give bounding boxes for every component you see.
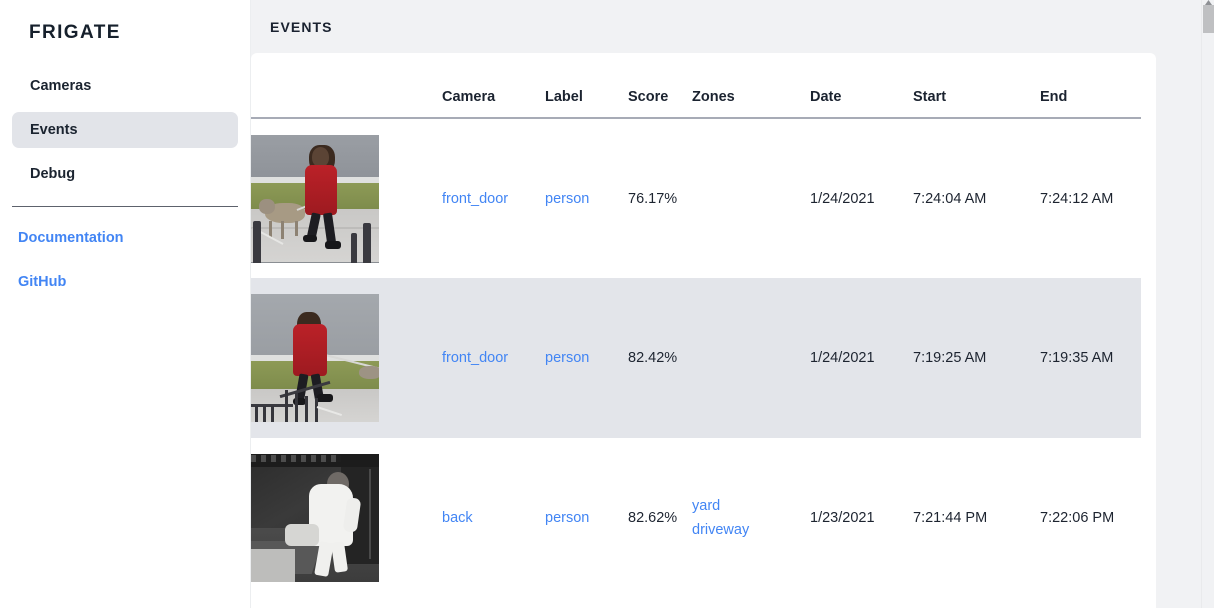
- column-header-label[interactable]: Label: [545, 53, 628, 119]
- label-link[interactable]: person: [545, 190, 590, 207]
- event-score-cell: 76.17%: [628, 190, 678, 207]
- sidebar-link-documentation[interactable]: Documentation: [18, 230, 124, 246]
- sidebar-item-events[interactable]: Events: [12, 112, 238, 148]
- sidebar-nav: Cameras Events Debug: [0, 68, 250, 192]
- event-date-cell: 1/23/2021: [810, 510, 875, 526]
- event-thumbnail-cell[interactable]: [251, 278, 442, 438]
- column-header-start[interactable]: Start: [913, 53, 1040, 119]
- column-header-camera[interactable]: Camera: [442, 53, 545, 119]
- table-row[interactable]: back person 82.62% yard driveway 1/23/20…: [251, 438, 1141, 598]
- sidebar-item-cameras[interactable]: Cameras: [30, 78, 92, 94]
- scroll-up-arrow-icon[interactable]: [1205, 0, 1212, 5]
- events-table-body: front_door person 76.17% 1/24/2021 7:24:…: [251, 118, 1141, 598]
- event-thumbnail-infrared-back-door[interactable]: [251, 454, 379, 582]
- page-scrollbar[interactable]: [1201, 0, 1214, 608]
- column-header-score[interactable]: Score: [628, 53, 692, 119]
- event-end-cell: 7:19:35 AM: [1040, 350, 1114, 366]
- sidebar: FRIGATE Cameras Events Debug Documentati…: [0, 0, 251, 608]
- table-header-row: Camera Label Score Zones Date Start End: [251, 53, 1141, 119]
- column-header-end[interactable]: End: [1040, 53, 1141, 119]
- label-link[interactable]: person: [545, 350, 590, 366]
- sidebar-external-links: Documentation GitHub: [0, 223, 250, 297]
- camera-link[interactable]: front_door: [442, 350, 509, 366]
- column-header-thumbnail[interactable]: [251, 53, 442, 119]
- event-camera-cell[interactable]: front_door: [442, 118, 545, 278]
- event-label-cell[interactable]: person: [545, 118, 628, 278]
- event-score-cell: 82.42%: [628, 350, 678, 366]
- event-date-cell: 1/24/2021: [810, 190, 875, 207]
- event-date-cell: 1/24/2021: [810, 350, 875, 366]
- camera-link[interactable]: front_door: [442, 190, 509, 207]
- table-row[interactable]: front_door person 82.42% 1/24/2021 7:19:…: [251, 278, 1141, 438]
- event-zones-cell: [692, 278, 810, 438]
- events-table-head: Camera Label Score Zones Date Start End: [251, 53, 1141, 119]
- event-label-cell[interactable]: person: [545, 278, 628, 438]
- event-thumbnail-daylight-dog-walker[interactable]: [251, 134, 379, 263]
- zone-link-yard[interactable]: yard: [692, 498, 721, 514]
- event-score-cell: 82.62%: [628, 510, 678, 526]
- event-end-cell: 7:24:12 AM: [1040, 190, 1114, 207]
- scrollbar-thumb[interactable]: [1203, 5, 1214, 33]
- table-row[interactable]: front_door person 76.17% 1/24/2021 7:24:…: [251, 118, 1141, 278]
- events-card: Camera Label Score Zones Date Start End: [251, 53, 1156, 608]
- event-end-cell: 7:22:06 PM: [1040, 510, 1115, 526]
- event-label-cell[interactable]: person: [545, 438, 628, 598]
- camera-link[interactable]: back: [442, 510, 473, 526]
- column-header-date[interactable]: Date: [810, 53, 913, 119]
- main-content: EVENTS Camera Label: [251, 0, 1214, 608]
- page-title: EVENTS: [270, 19, 333, 35]
- event-thumbnail-cell[interactable]: [251, 118, 442, 278]
- events-table: Camera Label Score Zones Date Start End: [251, 53, 1141, 598]
- event-start-cell: 7:21:44 PM: [913, 510, 988, 526]
- brand-title: FRIGATE: [29, 22, 121, 43]
- event-thumbnail-cell[interactable]: [251, 438, 442, 598]
- event-start-cell: 7:19:25 AM: [913, 350, 987, 366]
- sidebar-link-github[interactable]: GitHub: [18, 274, 67, 290]
- column-header-zones[interactable]: Zones: [692, 53, 810, 119]
- event-thumbnail-daylight-walking-away[interactable]: [251, 294, 379, 422]
- event-zones-cell: [692, 118, 810, 278]
- event-camera-cell[interactable]: back: [442, 438, 545, 598]
- event-start-cell: 7:24:04 AM: [913, 190, 987, 207]
- sidebar-divider: [12, 206, 238, 207]
- event-camera-cell[interactable]: front_door: [442, 278, 545, 438]
- zone-link-driveway[interactable]: driveway: [692, 522, 750, 538]
- label-link[interactable]: person: [545, 510, 590, 526]
- sidebar-item-debug[interactable]: Debug: [30, 166, 76, 182]
- event-zones-cell[interactable]: yard driveway: [692, 438, 810, 598]
